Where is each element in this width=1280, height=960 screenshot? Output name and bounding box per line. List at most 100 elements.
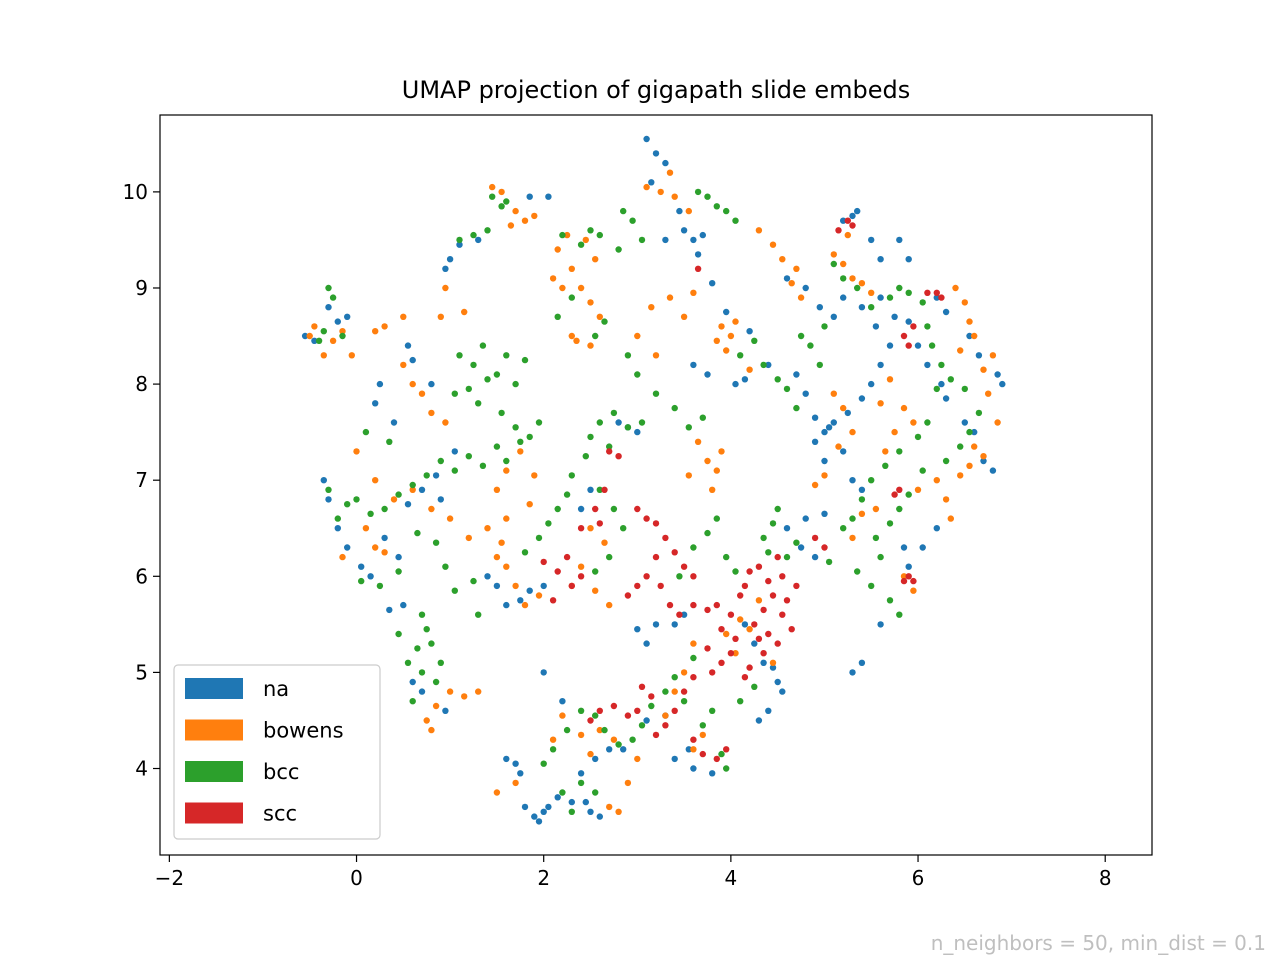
point-na-142 (811, 553, 819, 561)
point-bcc-59 (559, 231, 566, 239)
point-bowens-44 (531, 472, 538, 479)
point-na-6 (676, 207, 683, 215)
point-bcc-153 (690, 654, 697, 662)
point-bowens-22 (446, 515, 454, 522)
point-na-85 (732, 380, 739, 388)
point-bowens-68 (727, 332, 735, 340)
point-na-31 (400, 601, 407, 609)
point-na-143 (797, 544, 805, 551)
point-bcc-22 (498, 409, 505, 417)
point-na-135 (900, 544, 908, 551)
point-na-129 (858, 304, 866, 311)
point-na-133 (802, 284, 809, 292)
point-bowens-100 (844, 231, 851, 239)
point-bowens-84 (643, 183, 650, 191)
point-na-121 (840, 217, 847, 224)
point-bowens-70 (723, 347, 730, 354)
point-bowens-13 (409, 380, 416, 388)
point-bcc-43 (386, 438, 393, 445)
point-bcc-7 (329, 294, 337, 301)
point-na-92 (825, 424, 833, 431)
point-bowens-34 (339, 553, 346, 561)
point-scc-0 (835, 227, 842, 234)
point-bowens-132 (849, 534, 856, 542)
point-bcc-168 (545, 520, 552, 527)
point-scc-33 (676, 611, 683, 618)
point-bowens-113 (989, 352, 997, 359)
point-bowens-6 (306, 332, 313, 340)
point-na-10 (475, 236, 482, 244)
point-bowens-80 (577, 563, 585, 570)
point-bcc-96 (928, 342, 936, 349)
point-bcc-90 (868, 304, 875, 311)
point-bowens-126 (849, 428, 856, 436)
point-bcc-183 (414, 529, 421, 537)
point-scc-45 (751, 621, 758, 628)
point-na-104 (872, 323, 880, 330)
point-bowens-131 (858, 510, 866, 517)
point-scc-4 (933, 289, 940, 296)
point-na-138 (933, 525, 940, 532)
point-bowens-147 (596, 726, 603, 734)
point-na-0 (643, 135, 650, 143)
point-na-137 (919, 544, 926, 551)
y-tick-label-5: 9 (135, 276, 148, 300)
point-bcc-128 (690, 544, 697, 551)
point-bcc-68 (587, 433, 594, 441)
point-na-23 (428, 380, 435, 388)
point-na-134 (783, 275, 791, 282)
point-scc-64 (690, 736, 697, 743)
point-na-106 (905, 318, 912, 325)
point-na-156 (699, 231, 706, 239)
point-scc-17 (606, 448, 613, 455)
point-bcc-14 (493, 371, 501, 378)
point-bcc-57 (596, 231, 603, 239)
point-bcc-186 (358, 577, 365, 585)
point-bowens-8 (320, 352, 327, 359)
point-bowens-140 (723, 630, 730, 638)
point-na-63 (685, 746, 692, 753)
point-bcc-66 (610, 409, 618, 417)
point-scc-22 (596, 520, 603, 527)
point-bowens-42 (503, 467, 510, 474)
point-na-93 (840, 448, 847, 455)
point-scc-50 (727, 650, 735, 657)
point-bcc-10 (315, 337, 323, 344)
point-bcc-4 (470, 231, 477, 239)
point-bcc-97 (938, 361, 945, 369)
point-na-140 (858, 659, 866, 666)
point-scc-25 (652, 520, 660, 527)
point-bcc-71 (638, 419, 646, 426)
point-bowens-162 (437, 313, 444, 320)
point-na-89 (802, 390, 809, 397)
x-tick-label-0: −2 (155, 866, 184, 890)
x-tick-label-5: 8 (1099, 866, 1112, 890)
point-bcc-109 (896, 505, 903, 513)
point-na-4 (680, 227, 688, 234)
point-na-144 (783, 525, 791, 532)
point-bowens-120 (914, 486, 922, 493)
point-na-114 (989, 467, 997, 474)
point-bcc-35 (395, 491, 402, 498)
point-na-67 (755, 717, 763, 724)
point-scc-28 (643, 573, 650, 580)
point-bowens-30 (535, 592, 543, 599)
point-bowens-158 (634, 755, 641, 763)
point-bowens-102 (877, 400, 884, 407)
point-na-108 (924, 361, 931, 369)
point-bcc-18 (484, 376, 491, 383)
point-na-105 (891, 313, 898, 320)
point-bcc-52 (409, 698, 416, 705)
point-bcc-73 (704, 193, 711, 200)
point-scc-32 (666, 601, 674, 609)
point-na-41 (484, 573, 491, 580)
point-bcc-76 (732, 217, 739, 224)
point-bcc-160 (624, 352, 632, 359)
point-bcc-19 (465, 385, 472, 393)
point-bcc-79 (760, 361, 767, 369)
point-bowens-43 (517, 448, 524, 455)
point-bcc-60 (620, 207, 627, 215)
point-scc-36 (713, 601, 720, 609)
point-scc-14 (811, 534, 819, 542)
